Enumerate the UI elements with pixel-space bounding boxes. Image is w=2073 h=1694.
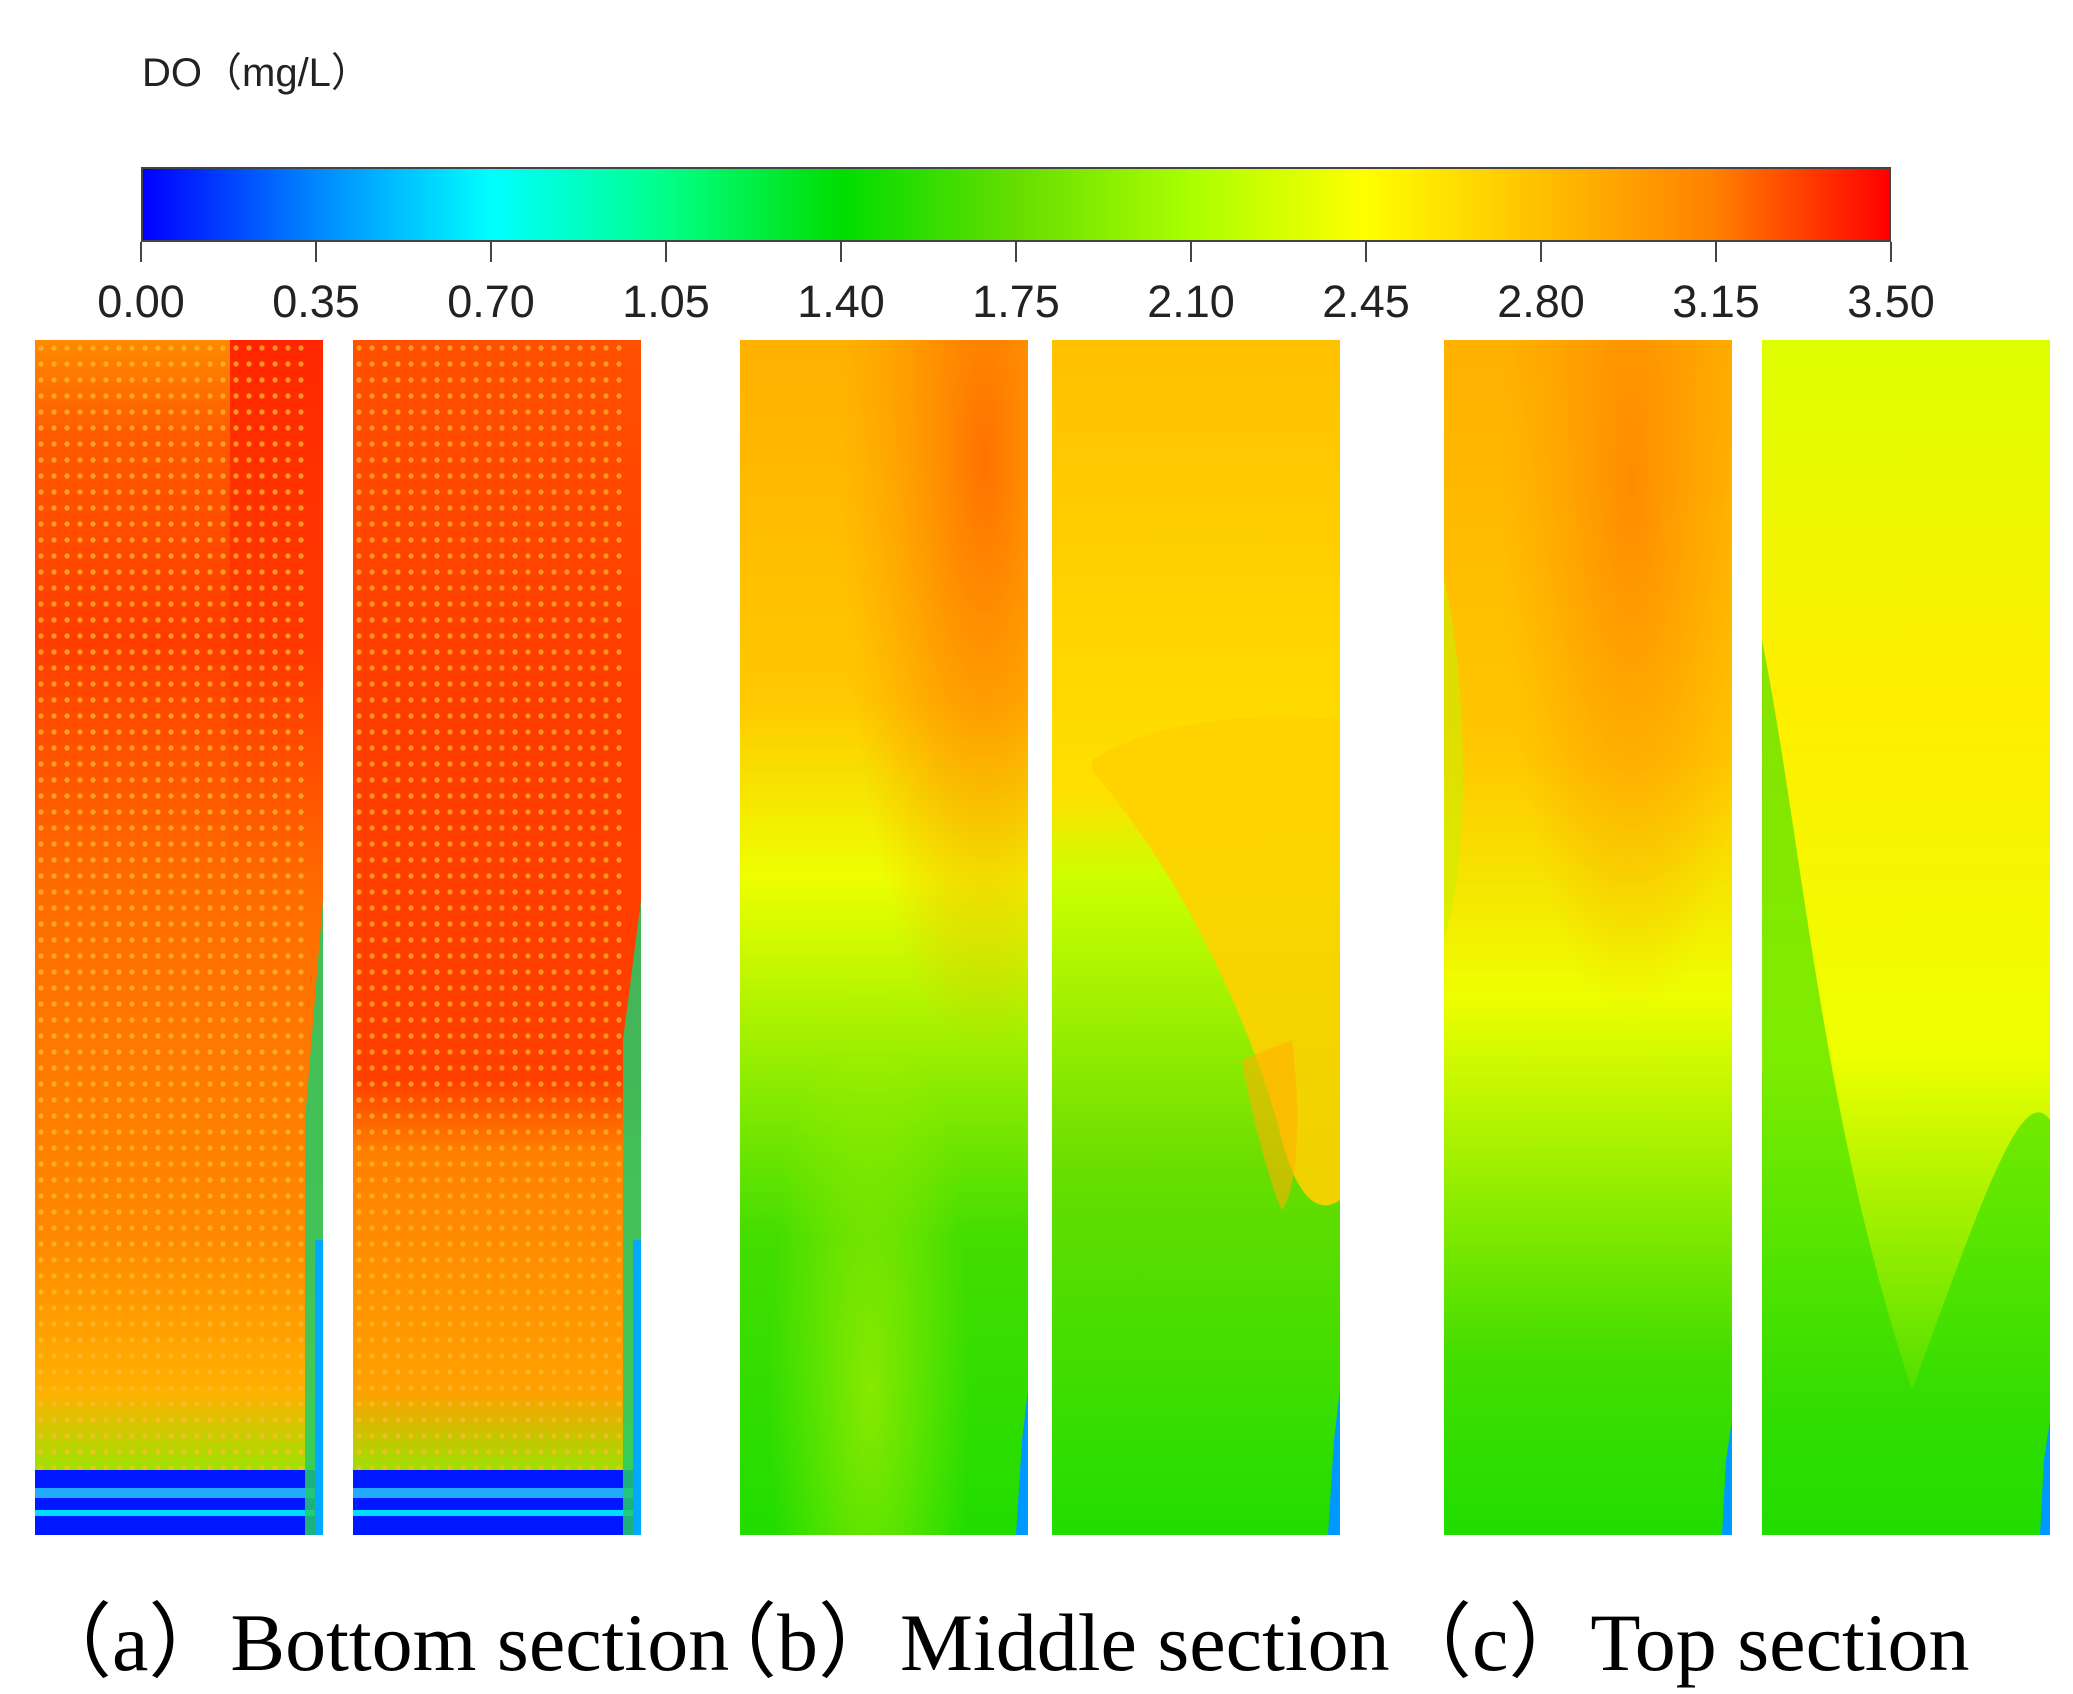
colorbar-tick-label: 0.70 [447,276,535,327]
colorbar-tick [840,242,842,262]
colorbar-tick-label: 2.10 [1147,276,1235,327]
colorbar-tick-label: 3.50 [1847,276,1935,327]
colorbar-tick [665,242,667,262]
caption-c: （c）Top section [1390,1597,1970,1688]
panel-top-right [1762,340,2050,1535]
colorbar-tick [1015,242,1017,262]
colorbar-tick [1190,242,1192,262]
colorbar [141,167,1891,242]
colorbar-tick-label: 1.05 [622,276,710,327]
panel-bottom-right [353,340,641,1535]
panel-bottom-left [35,340,323,1535]
colorbar-tick [1890,242,1892,262]
colorbar-tick-label: 3.15 [1672,276,1760,327]
colorbar-tick [315,242,317,262]
colorbar-title: DO（mg/L） [142,51,371,95]
colorbar-tick-label: 2.80 [1497,276,1585,327]
colorbar-tick-label: 2.45 [1322,276,1410,327]
colorbar-tick [490,242,492,262]
caption-b: （b）Middle section [695,1597,1390,1688]
panel-middle-left [740,340,1028,1535]
colorbar-tick [1540,242,1542,262]
caption-a: （a）Bottom section [30,1597,730,1688]
colorbar-tick-label: 0.35 [272,276,360,327]
panel-top-left [1444,340,1732,1535]
colorbar-tick-label: 1.40 [797,276,885,327]
colorbar-tick [140,242,142,262]
colorbar-tick [1365,242,1367,262]
panel-middle-right [1052,340,1340,1535]
colorbar-tick-label: 1.75 [972,276,1060,327]
colorbar-tick-label: 0.00 [97,276,185,327]
colorbar-tick [1715,242,1717,262]
